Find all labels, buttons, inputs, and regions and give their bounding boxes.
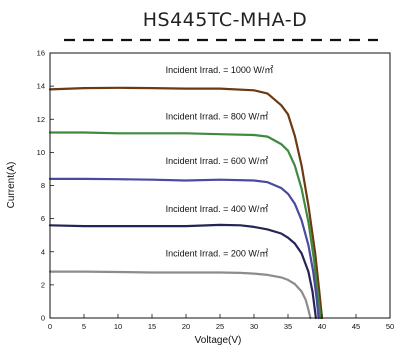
y-tick-label-3: 6 — [41, 214, 45, 223]
x-tick-label-1: 5 — [82, 322, 86, 331]
y-tick-label-5: 10 — [37, 148, 45, 157]
series-line-1 — [48, 86, 324, 320]
series-line-4 — [48, 223, 317, 320]
series-line-3 — [48, 177, 320, 320]
y-tick-label-0: 0 — [41, 314, 45, 323]
curve-label-1: Incident Irrad. = 1000 W/㎡ — [166, 65, 274, 75]
y-tick-label-7: 14 — [37, 82, 45, 91]
axes: 0 5 10 15 20 25 30 35 40 45 50 0 2 4 6 8 10 12 14 16 — [37, 49, 395, 331]
x-tick-label-3: 15 — [148, 322, 156, 331]
curve-label-4: Incident Irrad. = 400 W/㎡ — [166, 204, 269, 214]
x-tick-label-4: 20 — [182, 322, 190, 331]
series-line-5 — [48, 270, 312, 320]
y-tick-label-8: 16 — [37, 49, 45, 58]
x-tick-label-0: 0 — [48, 322, 52, 331]
x-tick-label-7: 35 — [284, 322, 292, 331]
y-tick-label-6: 12 — [37, 115, 45, 124]
curve-label-3: Incident Irrad. = 600 W/㎡ — [166, 156, 269, 166]
curve-label-5: Incident Irrad. = 200 W/㎡ — [166, 249, 269, 259]
x-tick-label-9: 45 — [352, 322, 360, 331]
chart-title: HS445TC-MHA-D — [143, 9, 307, 31]
y-tick-label-2: 4 — [41, 247, 45, 256]
plot-frame — [49, 52, 391, 319]
x-tick-label-6: 30 — [250, 322, 258, 331]
plot-area: Incident Irrad. = 1000 W/㎡ Incident Irrad… — [48, 65, 324, 320]
x-tick-label-5: 25 — [216, 322, 224, 331]
curve-label-2: Incident Irrad. = 800 W/㎡ — [166, 111, 269, 121]
series-line-2 — [48, 131, 322, 320]
x-tick-label-10: 50 — [386, 322, 394, 331]
x-tick-label-2: 10 — [114, 322, 122, 331]
y-tick-label-4: 8 — [41, 181, 45, 190]
x-axis-label: Voltage(V) — [195, 335, 242, 346]
y-axis-label: Current(A) — [6, 162, 17, 209]
x-tick-label-8: 40 — [318, 322, 326, 331]
y-tick-label-1: 2 — [41, 280, 45, 289]
